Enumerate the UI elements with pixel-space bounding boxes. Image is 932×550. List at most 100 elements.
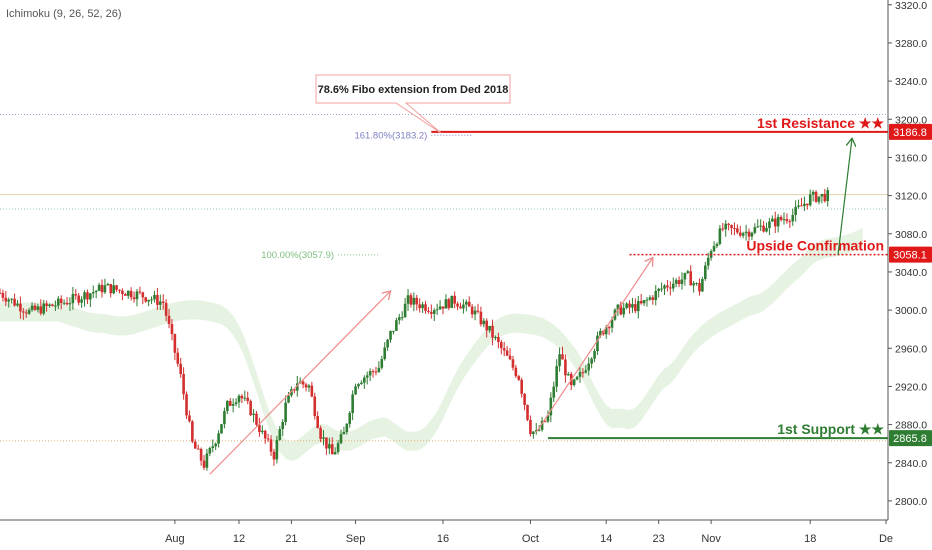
candle-body — [193, 441, 197, 449]
candle-body — [325, 437, 328, 449]
candle-body — [572, 379, 576, 386]
candle-body — [587, 363, 591, 371]
candle-body — [773, 218, 777, 227]
candle-body — [514, 367, 518, 377]
candle-body — [377, 367, 381, 373]
candle-body — [153, 294, 156, 300]
candle-body — [158, 301, 162, 305]
candle-body — [86, 292, 89, 300]
candle-body — [759, 225, 762, 227]
candle-body — [555, 366, 558, 387]
candle-body — [261, 430, 264, 433]
candle-body — [499, 342, 503, 349]
candle-body — [412, 297, 416, 305]
candle-body — [161, 301, 165, 303]
candle-body — [747, 231, 751, 237]
time-axis[interactable]: Aug 12 21 Sep 16 Oct 14 23 Nov 18 De — [0, 519, 893, 545]
candle-body — [295, 383, 299, 391]
candle-body — [363, 377, 366, 383]
candle-body — [575, 376, 579, 380]
price-axis[interactable]: 2800.0 2840.0 2880.0 2920.0 2960.0 3000.0 3040… — [887, 0, 927, 520]
candle-body — [820, 193, 824, 197]
price-tick-label: 3240.0 — [895, 76, 927, 88]
candle-body — [348, 412, 352, 424]
candle-body — [465, 301, 468, 305]
price-tick-label: 3280.0 — [895, 38, 927, 50]
candle-body — [447, 299, 451, 308]
candle-body — [654, 291, 658, 300]
price-tick-label: 3320.0 — [895, 0, 927, 12]
candle-body — [316, 415, 319, 428]
candle-body — [765, 227, 768, 232]
ichimoku-cloud — [0, 227, 863, 461]
callout-text: 78.6% Fibo extension from Ded 2018 — [318, 84, 509, 96]
candle-body — [806, 203, 809, 206]
candle-body — [397, 317, 401, 321]
candle-body — [278, 429, 282, 440]
candle-body — [170, 323, 174, 335]
candle-body — [660, 288, 663, 290]
candle-body — [33, 305, 37, 310]
candle-body — [374, 371, 378, 373]
candle-body — [182, 374, 185, 395]
candle-body — [249, 401, 252, 416]
candle-body — [22, 311, 25, 313]
candle-body — [94, 290, 98, 293]
candle-body — [639, 300, 643, 304]
candle-body — [435, 309, 439, 311]
candle-body — [91, 292, 95, 294]
candle-body — [683, 272, 687, 280]
candle-body — [704, 265, 707, 279]
candle-body — [115, 285, 118, 290]
cloud-area — [0, 227, 863, 461]
time-tick-label: Sep — [346, 533, 366, 545]
candle-body — [663, 285, 666, 289]
time-tick-label: Aug — [165, 533, 185, 545]
candle-body — [564, 359, 567, 376]
candle-body — [567, 373, 570, 376]
candle-body — [56, 298, 60, 306]
candle-body — [689, 271, 693, 286]
candle-body — [228, 400, 232, 406]
candle-body — [648, 297, 652, 300]
candle-body — [634, 304, 637, 312]
price-badge-support — [889, 430, 932, 447]
candle-body — [342, 432, 346, 435]
candle-body — [502, 348, 506, 351]
candle-body — [794, 206, 797, 215]
price-tick-label: 2920.0 — [895, 381, 927, 393]
trend-arrow-green — [837, 138, 852, 255]
candle-body — [686, 271, 690, 273]
candle-body — [231, 404, 235, 406]
candle-body — [220, 424, 223, 434]
candle-body — [526, 404, 529, 420]
candle-body — [118, 289, 121, 291]
candle-body — [706, 257, 710, 266]
time-tick-label: 12 — [233, 533, 245, 545]
price-tick-label: 2840.0 — [895, 458, 927, 470]
candle-body — [368, 371, 372, 376]
candle-body — [625, 303, 628, 308]
time-tick-label: Oct — [522, 533, 539, 545]
candle-body — [797, 205, 800, 207]
candle-body — [418, 304, 421, 309]
price-tick-label: 3200.0 — [895, 114, 927, 126]
price-tick-label: 3000.0 — [895, 305, 927, 317]
candle-body — [430, 311, 433, 314]
candle-body — [727, 223, 730, 225]
candle-body — [258, 424, 261, 433]
candle-body — [584, 370, 588, 373]
candle-body — [485, 320, 489, 331]
candle-body — [211, 446, 215, 448]
candle-body — [395, 320, 398, 331]
candle-body — [721, 228, 725, 230]
candle-body — [529, 419, 532, 434]
candle-body — [491, 325, 494, 338]
candle-body — [103, 285, 107, 293]
candle-body — [124, 294, 127, 296]
candle-body — [771, 218, 774, 222]
candle-body — [596, 335, 599, 352]
candle-body — [10, 298, 13, 300]
candle-body — [371, 371, 375, 373]
